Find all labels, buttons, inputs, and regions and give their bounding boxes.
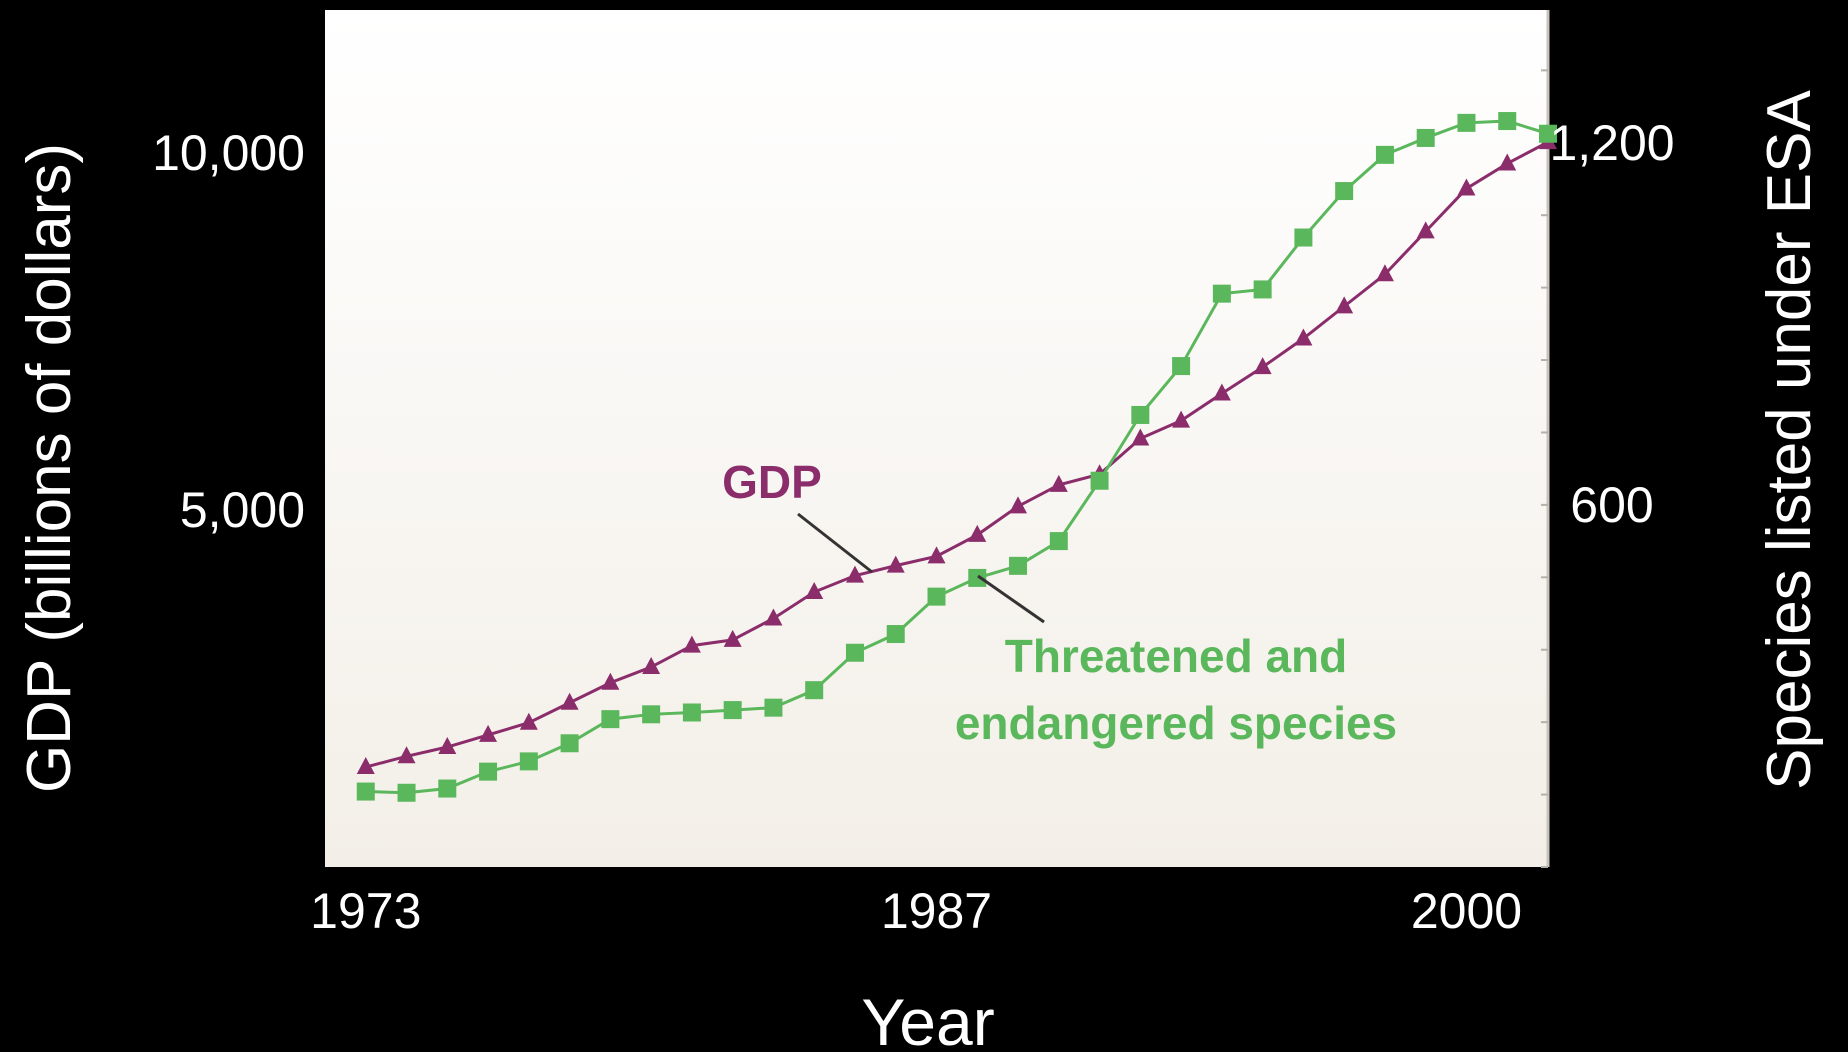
- x-tick-label: 1973: [310, 883, 421, 939]
- species-data-point: [1294, 228, 1313, 247]
- x-tick-label: 1987: [881, 883, 992, 939]
- species-data-point: [479, 762, 498, 781]
- annotation-species-label-line1: Threatened and: [1005, 630, 1348, 682]
- annotation-gdp: GDP: [722, 456, 873, 574]
- species-data-point: [1539, 124, 1557, 143]
- species-data-point: [1172, 357, 1191, 376]
- species-data-point: [438, 779, 457, 798]
- gdp-data-point: [845, 565, 864, 583]
- species-data-point: [1335, 182, 1354, 201]
- gdp-data-point: [397, 746, 416, 764]
- species-data-point: [1009, 556, 1028, 575]
- gdp-data-point: [1416, 221, 1435, 239]
- gdp-data-point: [560, 692, 579, 710]
- gdp-data-point: [479, 724, 498, 742]
- species-data-point: [1457, 113, 1476, 132]
- x-tick-label: 2000: [1411, 883, 1522, 939]
- gdp-data-point: [356, 757, 375, 775]
- right-axis-minor-ticks: [1541, 69, 1548, 868]
- annotation-species-leader: [977, 574, 1045, 624]
- species-data-point: [356, 782, 375, 801]
- y-left-tick-label: 5,000: [180, 482, 305, 538]
- species-data-point: [968, 568, 987, 587]
- species-data-point: [1375, 145, 1394, 164]
- gdp-data-point: [601, 672, 620, 690]
- gdp-data-point: [1009, 496, 1028, 514]
- gdp-data-point: [764, 608, 783, 626]
- gdp-data-point: [1131, 428, 1150, 446]
- y-right-tick-label: 600: [1570, 477, 1653, 533]
- gdp-data-point: [642, 657, 661, 675]
- gdp-data-point: [968, 524, 987, 542]
- annotation-species-label-line2: endangered species: [955, 697, 1397, 749]
- gdp-data-point: [1457, 178, 1476, 196]
- species-data-point: [1090, 471, 1109, 490]
- gdp-data-point: [1172, 410, 1191, 428]
- species-data-point: [1212, 284, 1231, 303]
- annotation-species: Threatened and endangered species: [955, 574, 1397, 749]
- x-axis-title: Year: [861, 985, 994, 1052]
- species-data-point: [601, 710, 620, 729]
- gdp-data-point: [1375, 264, 1394, 282]
- species-data-point: [560, 734, 579, 753]
- species-data-point: [519, 752, 538, 771]
- species-data-point: [682, 703, 701, 722]
- species-data-point: [805, 681, 824, 700]
- species-data-point: [1416, 128, 1435, 147]
- species-data-point: [886, 625, 905, 644]
- species-data-point: [397, 783, 416, 802]
- gdp-data-point: [1212, 383, 1231, 401]
- species-data-point: [764, 698, 783, 717]
- y-right-axis-title: Species listed under ESA: [1755, 90, 1824, 790]
- y-left-ticks: 5,000 10,000: [152, 125, 305, 538]
- gdp-data-point: [886, 555, 905, 573]
- gdp-data-point: [682, 635, 701, 653]
- gdp-data-point: [723, 629, 742, 647]
- y-right-ticks: 600 1,200: [1549, 115, 1674, 533]
- gdp-data-point: [805, 582, 824, 600]
- gdp-data-point: [519, 712, 538, 730]
- species-data-point: [927, 587, 946, 606]
- series-layer: [356, 112, 1557, 802]
- gdp-data-point: [438, 737, 457, 755]
- y-right-tick-label: 1,200: [1549, 115, 1674, 171]
- gdp-data-point: [1049, 474, 1068, 492]
- species-data-point: [723, 701, 742, 720]
- y-left-axis-title: GDP (billions of dollars): [15, 143, 84, 793]
- species-data-point: [1049, 532, 1068, 551]
- species-data-point: [845, 643, 864, 662]
- annotation-gdp-leader: [797, 512, 873, 574]
- species-data-point: [1131, 405, 1150, 424]
- species-data-point: [1253, 280, 1272, 299]
- x-axis-ticks: 1973 1987 2000: [310, 883, 1522, 939]
- species-data-point: [642, 705, 661, 724]
- y-left-tick-label: 10,000: [152, 125, 305, 181]
- gdp-data-point: [1335, 296, 1354, 314]
- gdp-data-point: [1498, 153, 1517, 171]
- gdp-data-point: [1253, 357, 1272, 375]
- annotation-gdp-label: GDP: [722, 456, 822, 508]
- gdp-data-point: [927, 546, 946, 564]
- species-data-point: [1498, 112, 1517, 131]
- gdp-data-point: [1294, 328, 1313, 346]
